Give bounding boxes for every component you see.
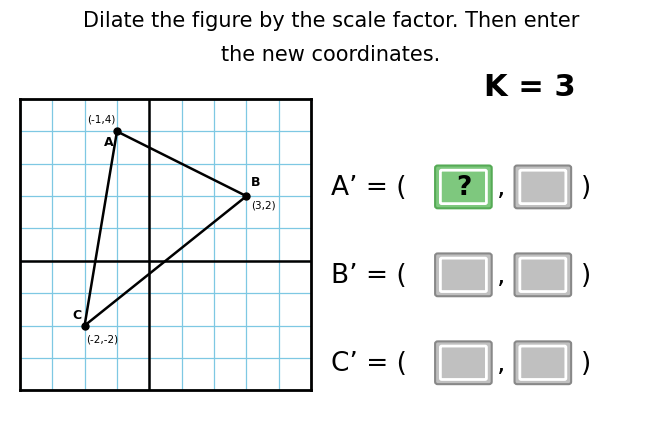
FancyBboxPatch shape xyxy=(435,254,492,297)
FancyBboxPatch shape xyxy=(520,346,566,380)
FancyBboxPatch shape xyxy=(520,171,566,204)
Text: the new coordinates.: the new coordinates. xyxy=(221,45,441,65)
FancyBboxPatch shape xyxy=(435,341,492,384)
FancyBboxPatch shape xyxy=(520,258,566,292)
Text: ,: , xyxy=(497,175,506,200)
FancyBboxPatch shape xyxy=(435,166,492,209)
Text: ): ) xyxy=(581,175,591,200)
Text: K = 3: K = 3 xyxy=(484,73,575,102)
FancyBboxPatch shape xyxy=(440,171,487,204)
Text: ): ) xyxy=(581,350,591,376)
Text: ): ) xyxy=(581,262,591,288)
FancyBboxPatch shape xyxy=(514,166,571,209)
FancyBboxPatch shape xyxy=(514,254,571,297)
Text: (-1,4): (-1,4) xyxy=(87,114,115,124)
Text: ?: ? xyxy=(455,175,471,200)
FancyBboxPatch shape xyxy=(514,341,571,384)
FancyBboxPatch shape xyxy=(440,346,487,380)
Text: Dilate the figure by the scale factor. Then enter: Dilate the figure by the scale factor. T… xyxy=(83,11,579,31)
Text: C: C xyxy=(72,308,81,321)
Text: A: A xyxy=(104,135,114,148)
Text: A’ = (: A’ = ( xyxy=(331,175,406,200)
Text: C’ = (: C’ = ( xyxy=(331,350,407,376)
Text: B: B xyxy=(252,175,261,189)
Text: (-2,-2): (-2,-2) xyxy=(86,334,118,344)
Text: ,: , xyxy=(497,350,506,376)
Text: (3,2): (3,2) xyxy=(252,200,276,210)
Text: ,: , xyxy=(497,262,506,288)
FancyBboxPatch shape xyxy=(440,258,487,292)
Text: B’ = (: B’ = ( xyxy=(331,262,406,288)
